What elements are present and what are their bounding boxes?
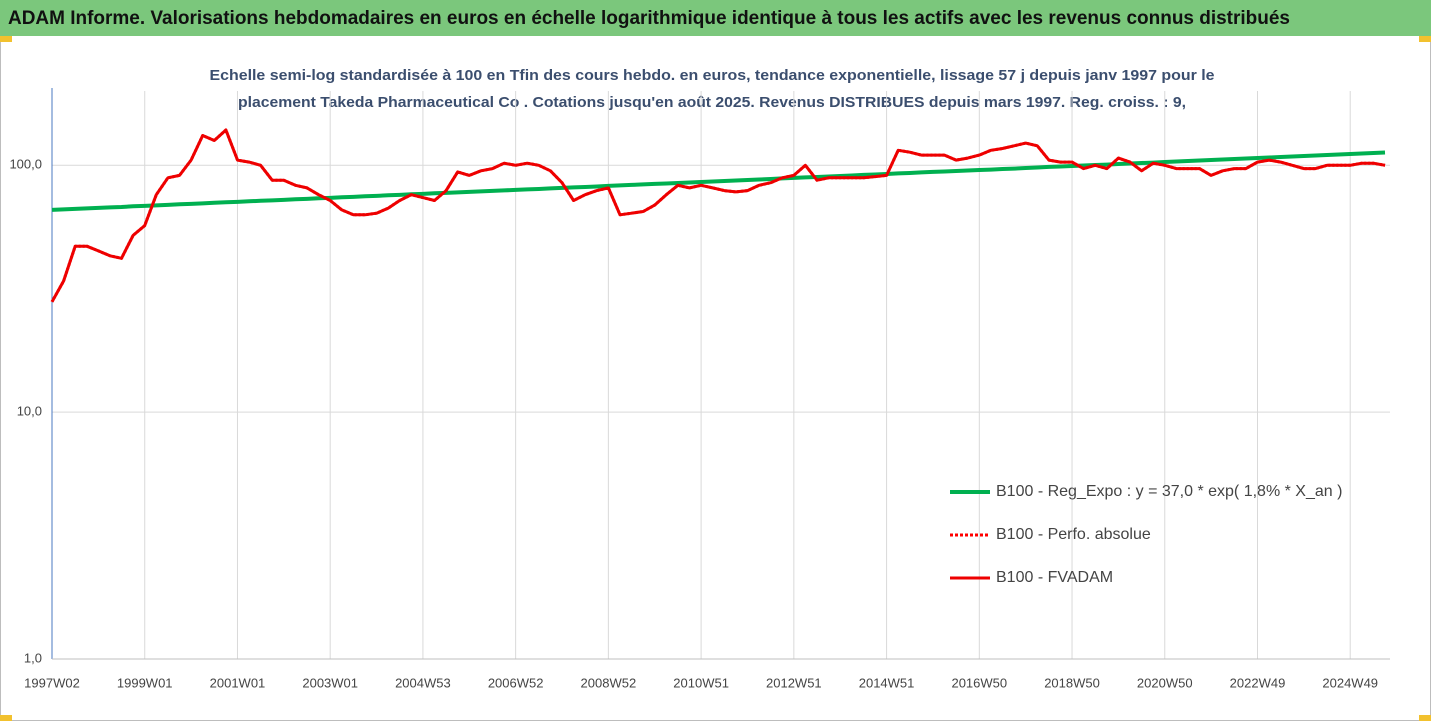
x-tick-label: 2012W51: [766, 675, 822, 690]
x-tick-label: 2024W49: [1322, 675, 1378, 690]
legend-label: B100 - Reg_Expo : y = 37,0 * exp( 1,8% *…: [996, 483, 1342, 500]
x-tick-label: 2003W01: [302, 675, 358, 690]
corner: [1419, 36, 1431, 42]
x-tick-label: 1999W01: [117, 675, 173, 690]
data-line: [50, 128, 1386, 303]
x-tick-label: 2010W51: [673, 675, 729, 690]
x-tick-label: 2020W50: [1137, 675, 1193, 690]
x-tick-label: 2006W52: [488, 675, 544, 690]
x-tick-label: 1997W02: [24, 675, 80, 690]
x-tick-label: 2004W53: [395, 675, 451, 690]
y-tick-label: 100,0: [9, 157, 42, 172]
corner: [0, 36, 12, 42]
legend-label: B100 - Perfo. absolue: [996, 526, 1151, 543]
chart-title: ADAM Informe. Valorisations hebdomadaire…: [8, 8, 1290, 29]
legend-label: B100 - FVADAM: [996, 569, 1113, 586]
y-tick-label: 10,0: [17, 404, 42, 419]
x-tick-label: 2016W50: [951, 675, 1007, 690]
x-tick-label: 2001W01: [210, 675, 266, 690]
data-line: [51, 150, 1386, 212]
x-tick-label: 2022W49: [1230, 675, 1286, 690]
x-tick-label: 2014W51: [859, 675, 915, 690]
x-tick-label: 2008W52: [581, 675, 637, 690]
y-tick-label: 1,0: [24, 650, 42, 665]
corner: [1419, 715, 1431, 721]
x-tick-label: 2018W50: [1044, 675, 1100, 690]
subtitle: Echelle semi-log standardisée à 100 en T…: [210, 67, 1215, 84]
header-bar: [0, 0, 1431, 36]
corner: [0, 715, 12, 721]
subtitle: placement Takeda Pharmaceutical Co . Cot…: [238, 94, 1186, 111]
